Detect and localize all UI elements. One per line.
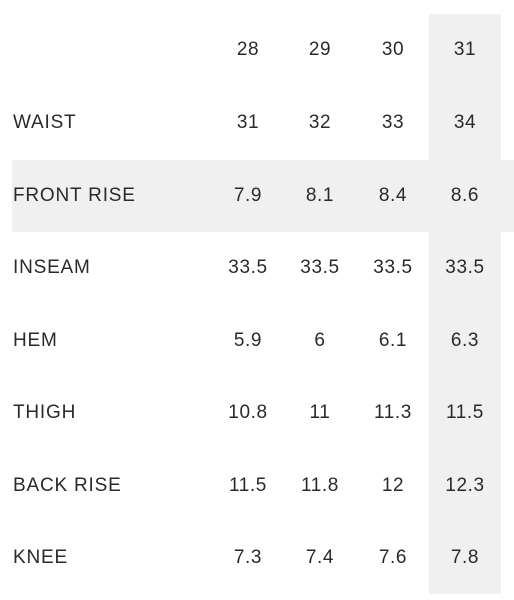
measurement-value: 7.9 <box>233 185 263 206</box>
measurement-row-inseam: INSEAM 33.5 33.5 33.5 33.5 <box>0 232 514 304</box>
measurement-row-waist: WAIST 31 32 33 34 <box>0 87 514 159</box>
measurement-row-front-rise: FRONT RISE 7.9 8.1 8.4 8.6 <box>0 160 514 232</box>
measurement-value: 7.3 <box>233 547 263 568</box>
size-header-29: 29 <box>308 39 332 60</box>
measurement-label: INSEAM <box>13 257 91 278</box>
measurement-row-thigh: THIGH 10.8 11 11.3 11.5 <box>0 377 514 449</box>
highlighted-size-column <box>429 14 501 594</box>
measurement-value: 7.8 <box>450 547 480 568</box>
measurement-value: 7.6 <box>378 547 408 568</box>
measurement-value: 11 <box>309 402 331 423</box>
measurement-value: 33.5 <box>373 257 413 278</box>
measurement-value: 34 <box>453 112 477 133</box>
measurement-label: BACK RISE <box>13 475 122 496</box>
size-header-30: 30 <box>381 39 405 60</box>
measurement-label: HEM <box>13 330 58 351</box>
measurement-value: 8.1 <box>305 185 335 206</box>
measurement-value: 7.4 <box>305 547 335 568</box>
measurement-value: 6.3 <box>450 330 480 351</box>
measurement-row-back-rise: BACK RISE 11.5 11.8 12 12.3 <box>0 450 514 522</box>
highlighted-measurement-row <box>12 160 514 232</box>
measurement-value: 33.5 <box>300 257 340 278</box>
measurement-value: 6 <box>314 330 326 351</box>
measurement-row-knee: KNEE 7.3 7.4 7.6 7.8 <box>0 522 514 594</box>
measurement-value: 32 <box>308 112 332 133</box>
measurement-label: KNEE <box>13 547 68 568</box>
measurement-row-hem: HEM 5.9 6 6.1 6.3 <box>0 305 514 377</box>
measurement-value: 8.4 <box>378 185 408 206</box>
measurement-value: 10.8 <box>228 402 268 423</box>
measurement-value: 11.5 <box>446 402 484 423</box>
measurement-label: THIGH <box>13 402 77 423</box>
measurement-value: 5.9 <box>233 330 263 351</box>
measurement-label: FRONT RISE <box>13 185 136 206</box>
measurement-value: 11.3 <box>374 402 412 423</box>
measurement-value: 33 <box>381 112 405 133</box>
size-header-row: 28 29 30 31 <box>0 14 514 86</box>
size-header-28: 28 <box>236 39 260 60</box>
measurement-value: 11.8 <box>301 475 339 496</box>
size-header-31: 31 <box>453 39 477 60</box>
measurement-value: 33.5 <box>445 257 485 278</box>
measurement-value: 31 <box>236 112 260 133</box>
measurement-value: 12 <box>381 475 405 496</box>
measurement-label: WAIST <box>13 112 77 133</box>
measurement-value: 12.3 <box>445 475 485 496</box>
measurement-value: 11.5 <box>229 475 267 496</box>
measurement-value: 6.1 <box>378 330 408 351</box>
measurement-value: 33.5 <box>228 257 268 278</box>
measurement-value: 8.6 <box>450 185 480 206</box>
